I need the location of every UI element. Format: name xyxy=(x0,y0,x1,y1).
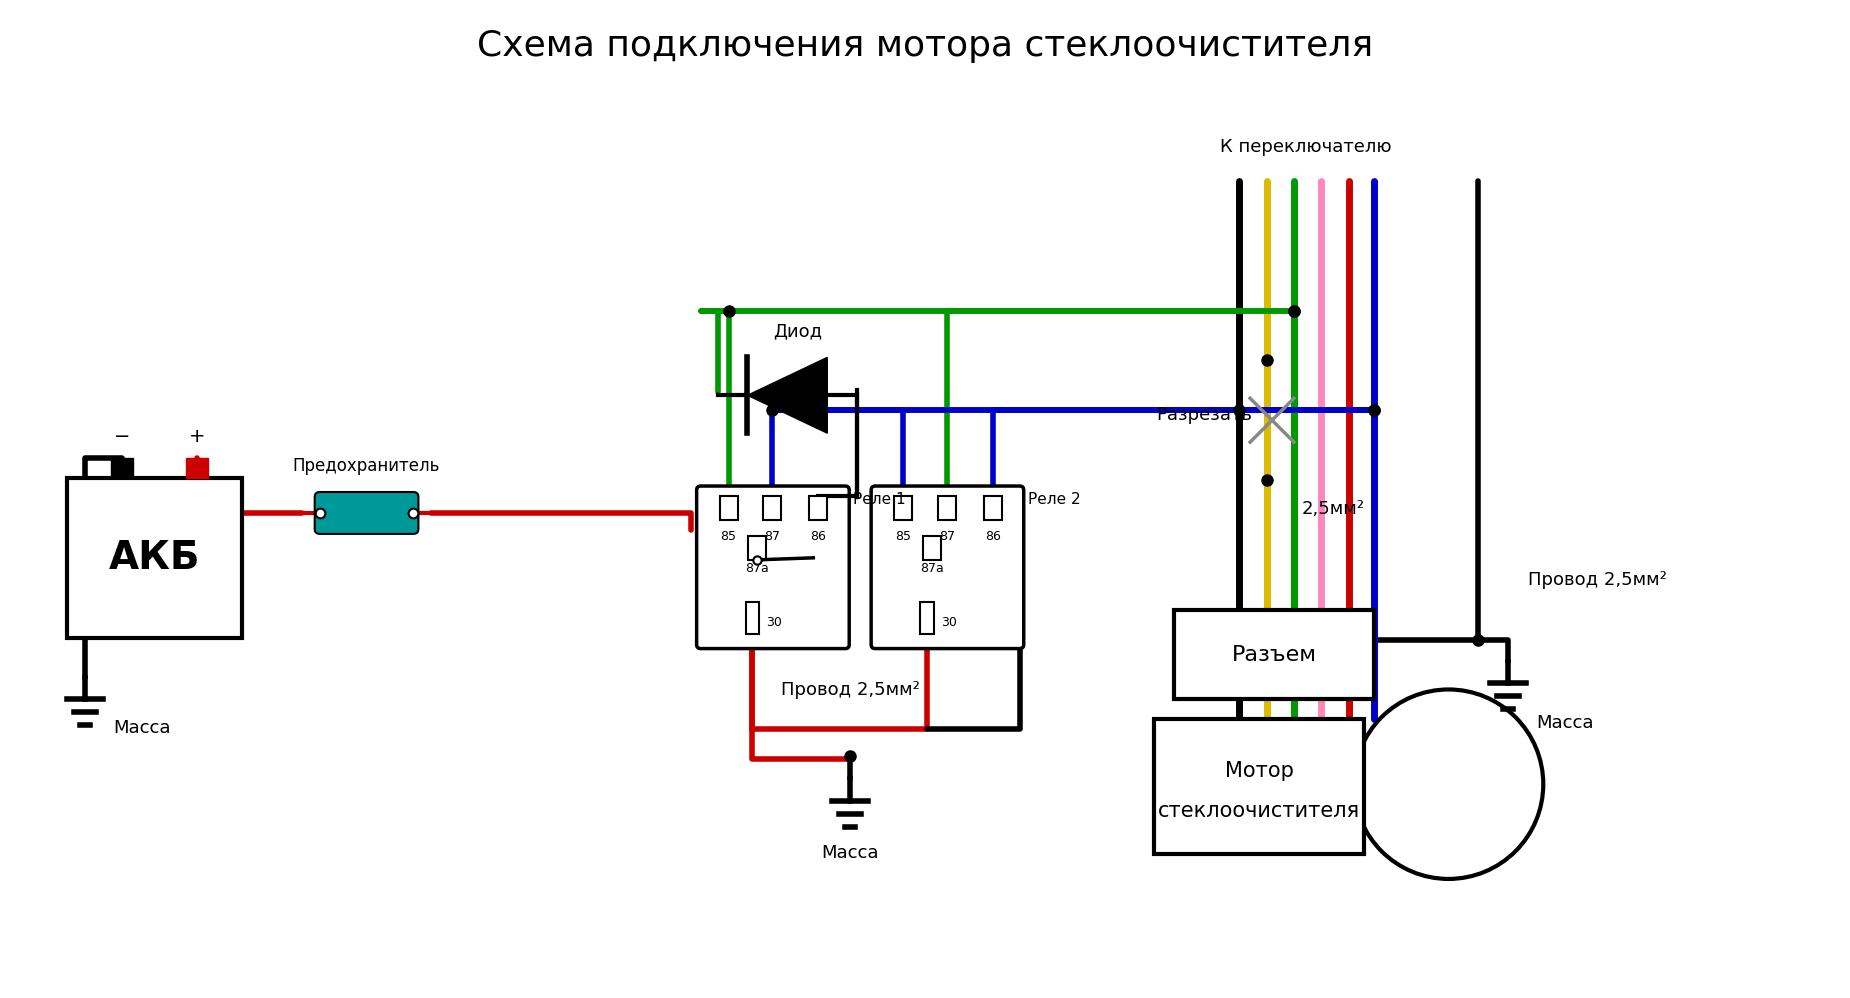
Text: стеклоочистителя: стеклоочистителя xyxy=(1158,801,1360,821)
Text: 30: 30 xyxy=(766,616,783,629)
FancyBboxPatch shape xyxy=(871,486,1023,649)
Bar xyxy=(808,496,827,520)
Bar xyxy=(923,536,942,560)
Text: Провод 2,5мм²: Провод 2,5мм² xyxy=(781,682,919,700)
Bar xyxy=(984,496,1003,520)
Text: 86: 86 xyxy=(810,530,827,543)
Text: 2,5мм²: 2,5мм² xyxy=(1302,500,1365,518)
Text: 85: 85 xyxy=(895,530,910,543)
Bar xyxy=(764,496,781,520)
Text: 30: 30 xyxy=(942,616,956,629)
Bar xyxy=(187,458,207,478)
Bar xyxy=(111,458,133,478)
Bar xyxy=(67,478,242,638)
Bar xyxy=(1175,610,1375,700)
Text: Масса: Масса xyxy=(1536,715,1595,733)
Bar xyxy=(919,602,934,634)
Bar xyxy=(746,602,760,634)
FancyBboxPatch shape xyxy=(314,492,418,534)
Bar xyxy=(1154,720,1363,854)
Bar xyxy=(749,536,766,560)
Text: 86: 86 xyxy=(984,530,1001,543)
Text: Реле 1: Реле 1 xyxy=(853,492,906,507)
Text: 87a: 87a xyxy=(746,562,770,575)
Text: Мотор: Мотор xyxy=(1225,760,1293,780)
FancyBboxPatch shape xyxy=(697,486,849,649)
Text: Схема подключения мотора стеклоочистителя: Схема подключения мотора стеклоочистител… xyxy=(477,29,1373,63)
Text: АКБ: АКБ xyxy=(109,539,200,577)
Text: Диод: Диод xyxy=(773,322,821,340)
Text: 87: 87 xyxy=(764,530,781,543)
Text: 87a: 87a xyxy=(919,562,944,575)
Bar xyxy=(894,496,912,520)
Text: Провод 2,5мм²: Провод 2,5мм² xyxy=(1528,571,1667,589)
Bar xyxy=(938,496,956,520)
Text: −: − xyxy=(115,427,131,446)
Text: Предохранитель: Предохранитель xyxy=(292,457,440,475)
Circle shape xyxy=(1354,690,1543,879)
Text: Масса: Масса xyxy=(821,844,879,862)
Text: Реле 2: Реле 2 xyxy=(1029,492,1080,507)
Polygon shape xyxy=(747,357,827,433)
Bar xyxy=(720,496,738,520)
Text: 87: 87 xyxy=(940,530,955,543)
Text: 85: 85 xyxy=(720,530,736,543)
Text: +: + xyxy=(189,427,205,446)
Text: К переключателю: К переключателю xyxy=(1221,138,1391,156)
Text: Разрезать: Разрезать xyxy=(1156,406,1252,424)
Text: Масса: Масса xyxy=(113,720,170,738)
Text: Разъем: Разъем xyxy=(1232,645,1317,665)
